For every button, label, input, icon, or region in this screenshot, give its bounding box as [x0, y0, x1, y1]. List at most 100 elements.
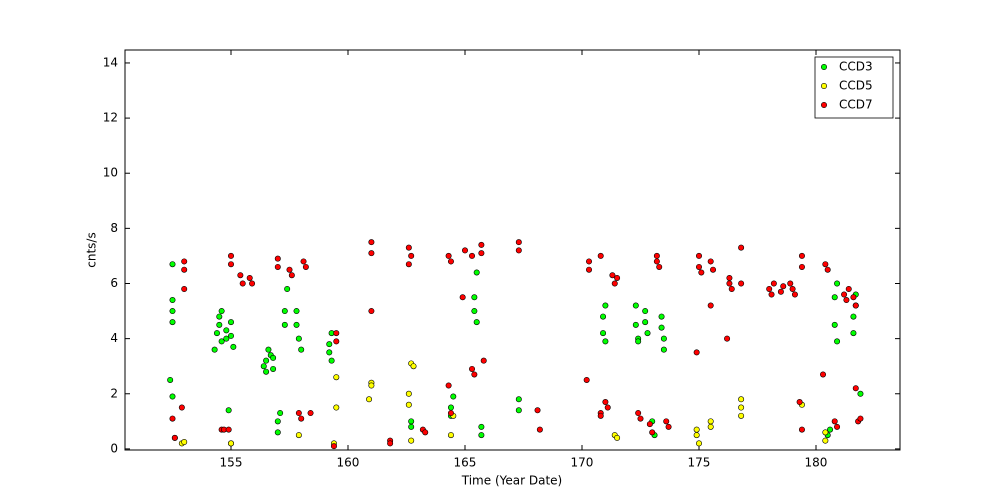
point [274, 263, 281, 270]
point [274, 429, 281, 436]
point [707, 302, 714, 309]
point [333, 330, 340, 337]
legend-label: CCD7 [839, 98, 873, 112]
point [469, 365, 476, 372]
x-tick-label: 175 [688, 456, 711, 470]
point [635, 338, 642, 345]
series [178, 360, 829, 447]
point [307, 410, 314, 417]
plot-area [125, 50, 900, 450]
point [845, 286, 852, 293]
point [169, 393, 176, 400]
point [333, 374, 340, 381]
point [791, 291, 798, 298]
point [225, 407, 232, 414]
point [663, 418, 670, 425]
point [169, 297, 176, 304]
point [843, 297, 850, 304]
point [333, 338, 340, 345]
point [405, 261, 412, 268]
point [724, 335, 731, 342]
point [473, 269, 480, 276]
legend-marker [820, 83, 827, 90]
point [658, 313, 665, 320]
point [850, 294, 857, 301]
point [857, 390, 864, 397]
point [534, 407, 541, 414]
point [223, 327, 230, 334]
point [249, 280, 256, 287]
point [230, 343, 237, 350]
legend-marker [820, 64, 827, 71]
point [586, 258, 593, 265]
point [459, 294, 466, 301]
point [824, 266, 831, 273]
point [820, 371, 827, 378]
point [798, 426, 805, 433]
point [270, 365, 277, 372]
point [366, 396, 373, 403]
point [614, 274, 621, 281]
point [822, 429, 829, 436]
point [770, 280, 777, 287]
point [445, 252, 452, 259]
point [695, 440, 702, 447]
point [642, 319, 649, 326]
point [237, 272, 244, 279]
point [333, 404, 340, 411]
y-tick-label: 4 [110, 331, 118, 345]
point [471, 308, 478, 315]
point [738, 396, 745, 403]
plot-frame [124, 49, 901, 451]
point [461, 247, 468, 254]
point [410, 363, 417, 370]
point [768, 291, 775, 298]
point [469, 252, 476, 259]
point [478, 432, 485, 439]
point [789, 286, 796, 293]
point [295, 335, 302, 342]
point [274, 418, 281, 425]
point [710, 266, 717, 273]
x-tick-label: 155 [220, 456, 243, 470]
point [698, 269, 705, 276]
point [263, 368, 270, 375]
point [644, 330, 651, 337]
point [405, 390, 412, 397]
point [635, 410, 642, 417]
point [766, 286, 773, 293]
point [777, 288, 784, 295]
point [693, 432, 700, 439]
point [368, 250, 375, 257]
point [831, 321, 838, 328]
point [515, 407, 522, 414]
x-tick-label: 180 [805, 456, 828, 470]
point [738, 412, 745, 419]
point [614, 434, 621, 441]
point [445, 382, 452, 389]
point [288, 272, 295, 279]
x-tick-label: 165 [454, 456, 477, 470]
x-tick-label: 170 [571, 456, 594, 470]
point [181, 286, 188, 293]
point [225, 426, 232, 433]
point [480, 357, 487, 364]
point [298, 346, 305, 353]
point [798, 263, 805, 270]
point [515, 247, 522, 254]
point [169, 308, 176, 315]
point [181, 258, 188, 265]
point [632, 321, 639, 328]
point [218, 338, 225, 345]
point [600, 330, 607, 337]
point [726, 280, 733, 287]
y-axis-label: cnts/s [85, 232, 99, 267]
point [822, 437, 829, 444]
point [216, 321, 223, 328]
legend-label: CCD5 [839, 79, 873, 93]
point [408, 252, 415, 259]
point [171, 434, 178, 441]
point [265, 346, 272, 353]
